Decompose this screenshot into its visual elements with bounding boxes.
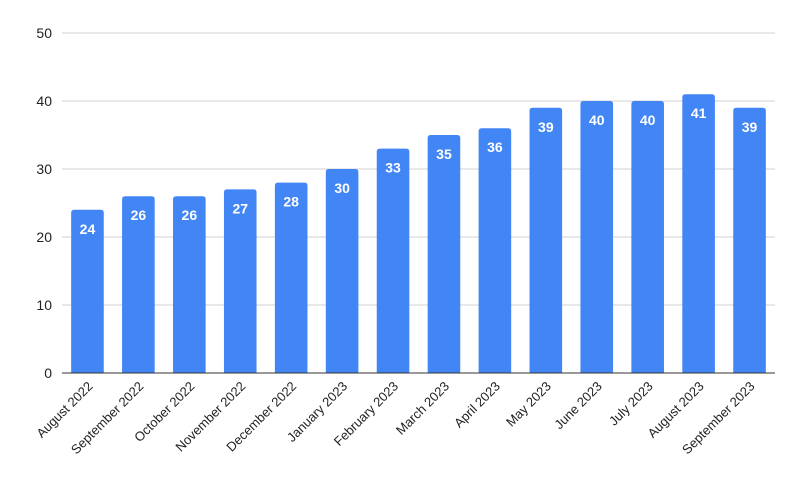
bar xyxy=(223,189,257,373)
data-label: 28 xyxy=(283,194,299,210)
data-label: 40 xyxy=(589,112,605,128)
y-axis-ticks: 0 10 20 30 40 50 xyxy=(36,25,52,381)
x-tick-label: July 2023 xyxy=(606,379,656,429)
bar xyxy=(631,101,664,373)
x-tick-label: June 2023 xyxy=(551,379,605,433)
x-tick-label: March 2023 xyxy=(393,379,452,438)
bar xyxy=(173,196,206,373)
data-label: 41 xyxy=(691,105,707,121)
data-label: 33 xyxy=(385,160,401,176)
x-tick-label: May 2023 xyxy=(503,379,554,430)
bar xyxy=(325,169,359,373)
y-tick-label: 40 xyxy=(36,93,52,109)
y-tick-label: 30 xyxy=(36,161,52,177)
y-tick-label: 20 xyxy=(36,229,52,245)
bar xyxy=(376,148,410,373)
data-labels: 24 26 26 27 28 30 33 35 36 39 40 40 41 39 xyxy=(80,105,758,237)
bar xyxy=(71,209,104,373)
bar xyxy=(733,107,766,374)
bar xyxy=(580,101,614,373)
grid-lines xyxy=(62,32,775,306)
bar xyxy=(682,94,715,373)
bar xyxy=(274,182,308,373)
data-label: 35 xyxy=(436,146,452,162)
data-label: 40 xyxy=(640,112,656,128)
bar xyxy=(529,107,563,374)
data-label: 36 xyxy=(487,139,503,155)
bar xyxy=(427,135,461,373)
y-tick-label: 10 xyxy=(36,297,52,313)
data-label: 24 xyxy=(80,221,96,237)
data-label: 26 xyxy=(131,207,147,223)
data-label: 39 xyxy=(742,119,758,135)
y-tick-label: 0 xyxy=(44,365,52,381)
bars xyxy=(71,94,766,374)
bar xyxy=(122,196,155,373)
bar xyxy=(478,128,512,373)
data-label: 39 xyxy=(538,119,554,135)
data-label: 26 xyxy=(182,207,198,223)
data-label: 27 xyxy=(232,200,248,216)
y-tick-label: 50 xyxy=(36,25,52,41)
x-tick-label: April 2023 xyxy=(451,379,503,431)
data-label: 30 xyxy=(334,180,350,196)
